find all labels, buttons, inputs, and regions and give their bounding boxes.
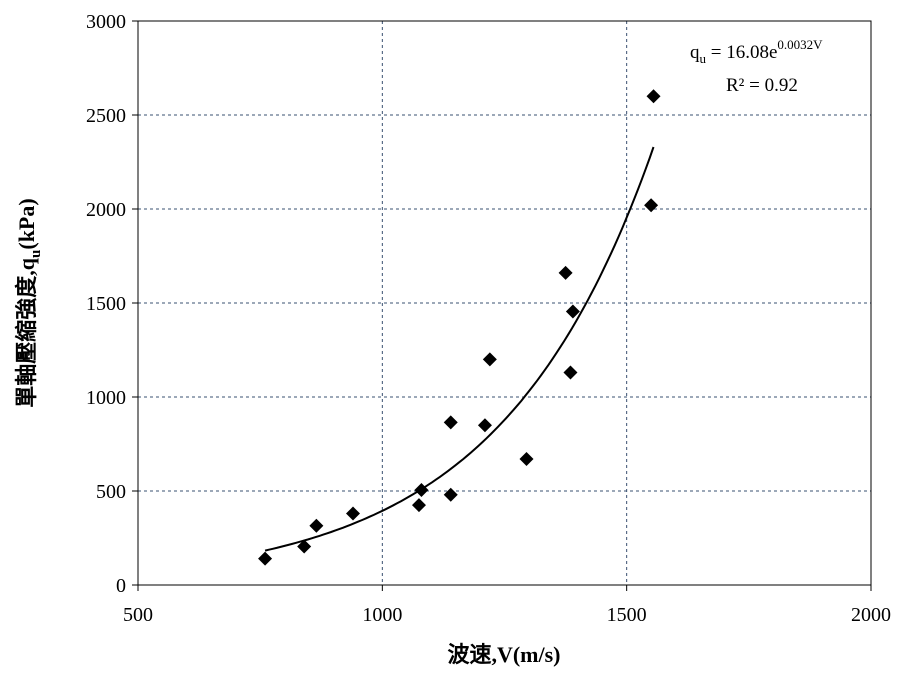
y-tick-label-500: 500	[96, 481, 126, 503]
data-point-15	[646, 89, 661, 104]
y-tick-label-0: 0	[116, 575, 126, 597]
trendline-equation: qu = 16.08e0.0032V	[690, 37, 823, 66]
data-point-7	[443, 415, 458, 430]
x-tick-label-500: 500	[123, 604, 153, 626]
trendline	[264, 146, 655, 552]
x-axis-label: 波速,V(m/s)	[447, 642, 560, 667]
y-tick-label-3000: 3000	[86, 11, 126, 33]
data-point-4	[411, 498, 426, 513]
data-point-0	[258, 551, 273, 566]
x-tick-label-2000: 2000	[851, 604, 891, 626]
data-point-1	[297, 539, 312, 554]
data-point-14	[644, 198, 659, 213]
data-point-13	[565, 304, 580, 319]
y-axis-label-sub: u	[28, 250, 44, 258]
y-axis-label-unit: (kPa)	[14, 198, 39, 249]
data-point-6	[443, 487, 458, 502]
y-axis-ticks: 0 500 1000 1500 2000 2500 3000	[86, 11, 138, 597]
y-tick-label-2000: 2000	[86, 199, 126, 221]
data-point-12	[563, 365, 578, 380]
equation-rhs: = 16.08e	[706, 42, 777, 63]
data-point-5	[414, 483, 429, 498]
x-tick-label-1500: 1500	[607, 604, 647, 626]
y-tick-label-1500: 1500	[86, 293, 126, 315]
y-tick-label-1000: 1000	[86, 387, 126, 409]
data-point-10	[519, 452, 534, 467]
equation-exponent: 0.0032V	[777, 37, 823, 52]
y-tick-label-2500: 2500	[86, 105, 126, 127]
data-point-9	[482, 352, 497, 367]
x-tick-label-1000: 1000	[362, 604, 402, 626]
grid-lines	[138, 21, 871, 585]
equation-lhs-sub: u	[700, 51, 707, 66]
data-points	[258, 89, 661, 566]
data-point-8	[477, 418, 492, 433]
y-axis-label-main: 單軸壓縮強度,q	[14, 257, 39, 408]
data-point-2	[309, 518, 324, 533]
y-axis-label: 單軸壓縮強度,qu(kPa)	[14, 198, 44, 407]
x-axis-ticks: 500 1000 1500 2000	[123, 585, 891, 626]
r-squared-label: R² = 0.92	[726, 75, 798, 96]
data-point-3	[346, 506, 361, 521]
equation-lhs: q	[690, 42, 700, 63]
data-point-11	[558, 265, 573, 280]
